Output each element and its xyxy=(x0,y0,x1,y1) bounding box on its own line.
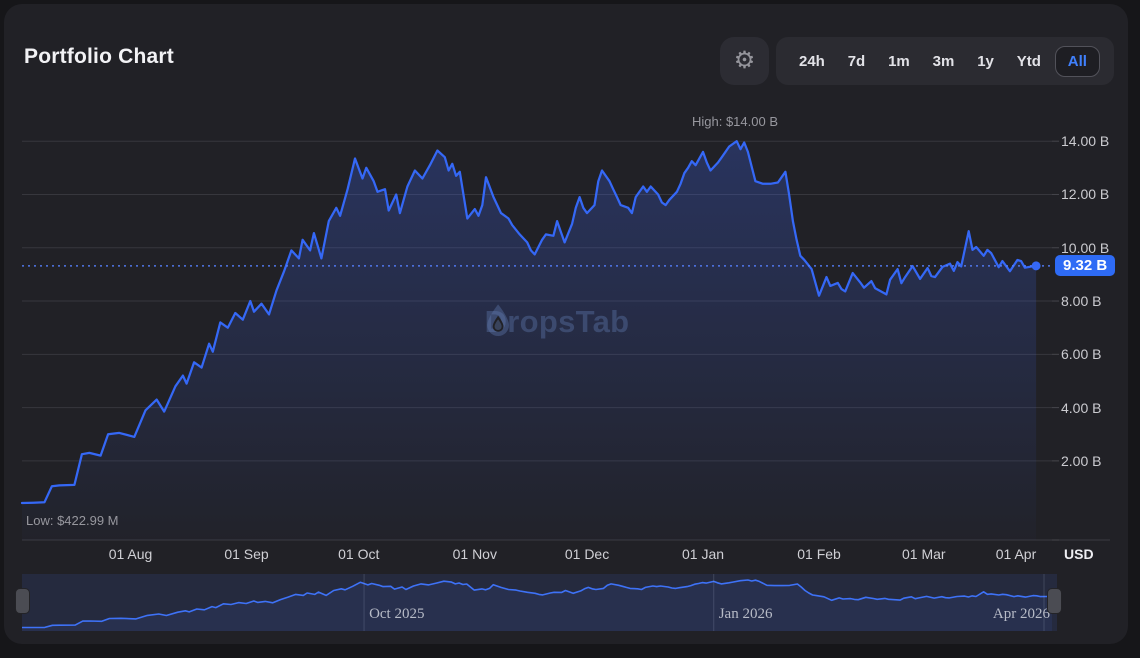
gear-icon: ⚙ xyxy=(733,47,756,74)
navigator-left-handle[interactable] xyxy=(15,588,30,614)
last-point-marker xyxy=(1031,261,1041,271)
x-axis-label: 01 Aug xyxy=(108,546,153,562)
range-button-ytd[interactable]: Ytd xyxy=(1008,48,1050,75)
x-axis-label: 01 Mar xyxy=(902,546,946,562)
navigator-label: Apr 2026 xyxy=(992,606,1050,622)
range-button-1m[interactable]: 1m xyxy=(879,48,919,75)
chart-canvas xyxy=(20,140,1110,631)
main-chart-plot[interactable]: DropsTab High: $14.00 B Low: $422.99 M 1… xyxy=(4,4,1128,644)
portfolio-line xyxy=(20,140,1038,505)
navigator-label: Jan 2026 xyxy=(718,606,773,622)
navigator-label: Oct 2025 xyxy=(369,606,425,622)
x-axis-label: 01 Feb xyxy=(797,546,841,562)
navigator-selected-mask xyxy=(22,574,1057,631)
page-title: Portfolio Chart xyxy=(24,45,174,68)
portfolio-area-fill xyxy=(22,141,1037,540)
time-range-selector: 24h 7d 1m 3m 1y Ytd All xyxy=(776,37,1114,85)
x-axis-label: 01 Apr xyxy=(995,546,1037,562)
y-axis-label: 2.00 B xyxy=(1061,452,1102,469)
current-value-badge: 9.32 B xyxy=(1055,254,1116,276)
range-button-1y[interactable]: 1y xyxy=(968,48,1003,75)
range-button-all[interactable]: All xyxy=(1054,45,1100,77)
x-axis-label: 01 Oct xyxy=(338,546,380,562)
navigator-line xyxy=(22,579,1053,629)
range-button-7d[interactable]: 7d xyxy=(839,48,875,75)
y-axis-label: 12.00 B xyxy=(1061,186,1110,203)
navigator-area-fill xyxy=(22,580,1052,631)
portfolio-chart-card: Portfolio Chart ⚙ 24h 7d 1m 3m 1y Ytd All Drop… xyxy=(4,4,1128,644)
x-axis-label: 01 Nov xyxy=(452,546,497,562)
low-label: Low: $422.99 M xyxy=(26,513,119,528)
navigator-right-handle[interactable] xyxy=(1047,588,1062,614)
y-axis-label: 6.00 B xyxy=(1061,346,1102,363)
currency-label: USD xyxy=(1064,546,1094,562)
y-axis-label: 14.00 B xyxy=(1061,133,1110,150)
x-axis-label: 01 Sep xyxy=(224,546,269,562)
settings-button[interactable]: ⚙ xyxy=(720,37,769,85)
x-axis-label: 01 Dec xyxy=(564,546,610,562)
y-axis-label: 8.00 B xyxy=(1061,293,1102,310)
x-axis-label: 01 Jan xyxy=(682,546,725,562)
high-label: High: $14.00 B xyxy=(691,114,779,129)
y-axis-label: 4.00 B xyxy=(1061,399,1102,416)
range-button-24h[interactable]: 24h xyxy=(790,48,834,75)
y-axis-label: 10.00 B xyxy=(1061,239,1110,256)
range-button-3m[interactable]: 3m xyxy=(924,48,964,75)
